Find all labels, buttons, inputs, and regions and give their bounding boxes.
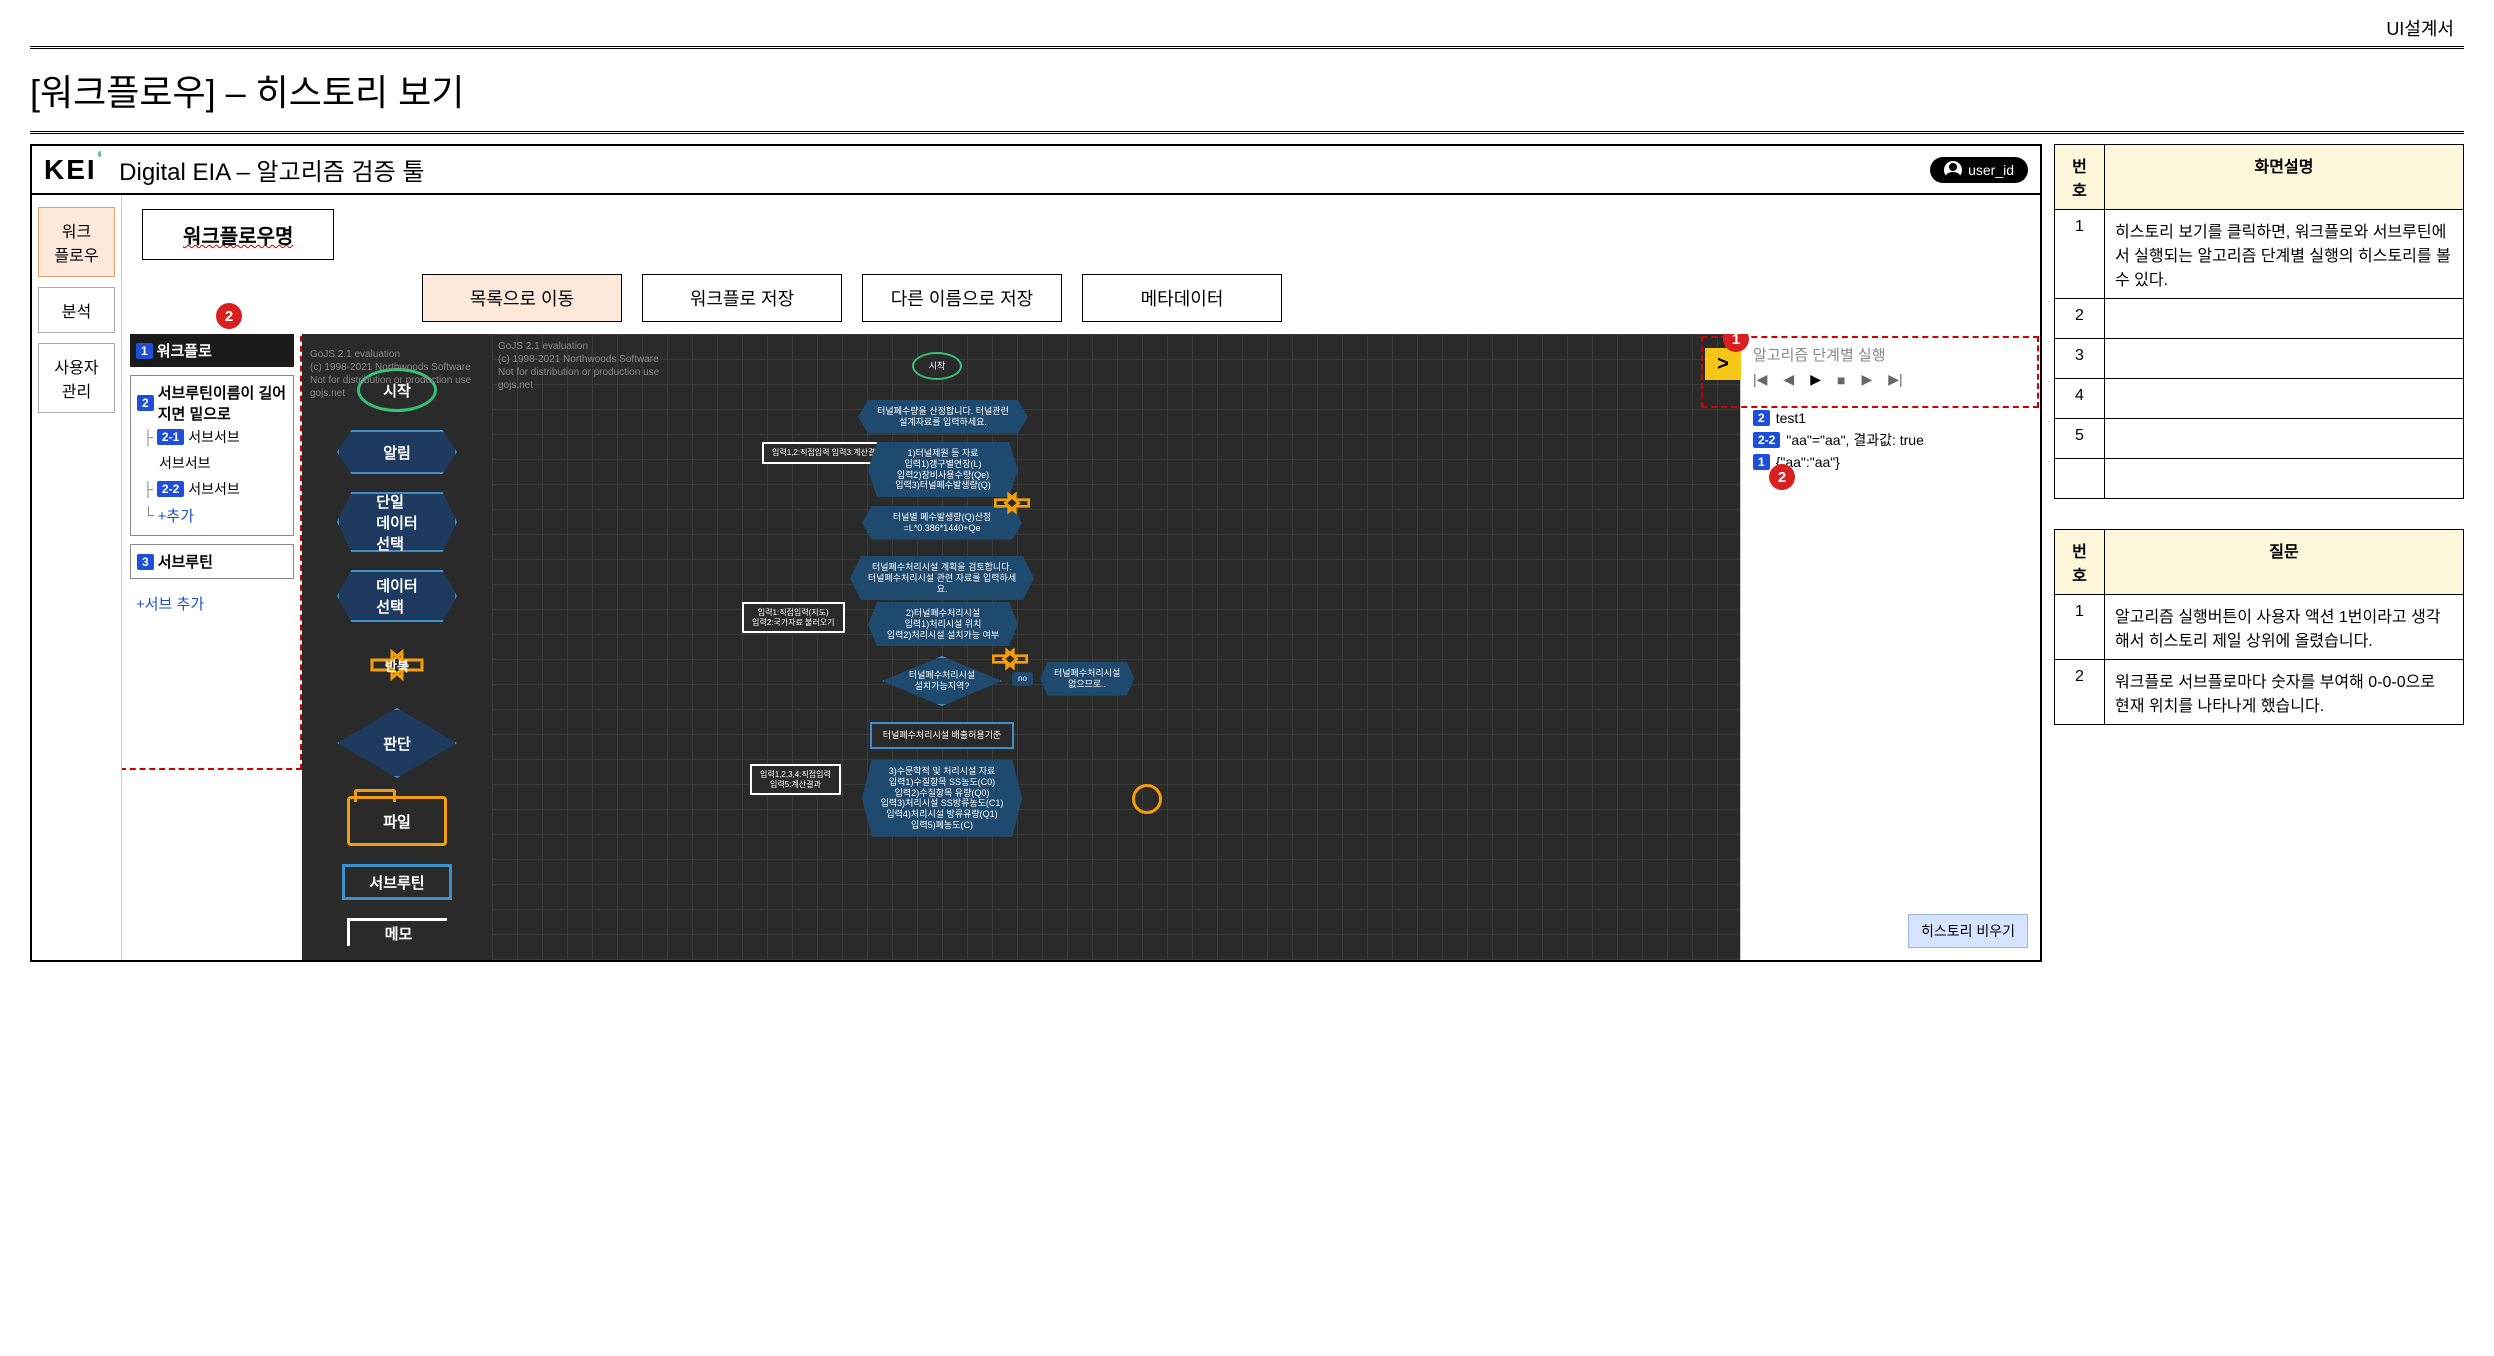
user-chip[interactable]: user_id: [1930, 157, 2028, 183]
desc-header-num: 번호: [2055, 145, 2105, 210]
palette-loop-shape[interactable]: 반복: [367, 640, 427, 690]
history-controls: |◀ ◀ ▶ ■ ▶ ▶|: [1753, 371, 2028, 388]
tree-child-2-1[interactable]: ├2-1서브서브: [143, 424, 287, 450]
tree-child-2-2[interactable]: ├2-2서브서브: [143, 476, 287, 502]
canvas-watermark: GoJS 2.1 evaluation (c) 1998-2021 Northw…: [498, 340, 659, 392]
sidenav: 워크 플로우 분석 사용자 관리: [32, 195, 122, 960]
palette-data-shape[interactable]: 데이터 선택: [337, 570, 457, 622]
flow-swap-icon-2[interactable]: [990, 642, 1030, 676]
palette-decision-shape[interactable]: 판단: [337, 708, 457, 778]
callout-2b: 2: [1769, 464, 1795, 490]
metadata-button[interactable]: 메타데이터: [1082, 274, 1282, 322]
desc-header-desc: 화면설명: [2105, 145, 2464, 210]
goto-list-button[interactable]: 목록으로 이동: [422, 274, 622, 322]
screen-description-table: 번호화면설명 1히스토리 보기를 클릭하면, 워크플로와 서브루틴에서 실행되는…: [2054, 144, 2464, 499]
flow-node-6b[interactable]: 터널폐수처리시설 없으므로..: [1040, 662, 1134, 696]
flow-node-8[interactable]: 3)수문학적 및 처리시설 자료 입력1)수질항목 SS농도(C0) 입력2)수…: [862, 760, 1022, 837]
callout-2a: 2: [216, 303, 242, 329]
history-first-button[interactable]: |◀: [1753, 371, 1767, 388]
palette-subroutine-shape[interactable]: 서브루틴: [342, 864, 452, 900]
flow-decision-node[interactable]: 터널폐수처리시설 설치가능지역?: [882, 656, 1002, 706]
history-line-0[interactable]: 2test1: [1753, 410, 2028, 426]
tree-subroutine-long[interactable]: 2서브루틴이름이 길어지면 밑으로 ├2-1서브서브 서브서브 ├2-2서브서브…: [130, 375, 294, 536]
tree-add-child[interactable]: └+추가: [143, 502, 287, 529]
app-title: Digital EIA – 알고리즘 검증 툴: [119, 152, 424, 187]
flow-start-node[interactable]: 시작: [912, 352, 962, 380]
flow-note-2[interactable]: 입력1:직접입력(지도) 입력2:국가자료 불러오기: [742, 602, 845, 633]
question-table: 번호질문 1알고리즘 실행버튼이 사용자 액션 1번이라고 생각해서 히스토리 …: [2054, 529, 2464, 725]
app-topbar: KEI◐ Digital EIA – 알고리즘 검증 툴 user_id: [32, 146, 2040, 195]
tree-workflow[interactable]: 1워크플로: [130, 334, 294, 367]
flow-node-1[interactable]: 터널폐수량을 산정합니다. 터널관련 설계자료를 입력하세요.: [858, 400, 1028, 434]
history-play-button[interactable]: ▶: [1810, 371, 1821, 388]
save-workflow-button[interactable]: 워크플로 저장: [642, 274, 842, 322]
palette-file-shape[interactable]: 파일: [347, 796, 447, 846]
history-title: 알고리즘 단계별 실행: [1753, 344, 2028, 365]
sidenav-workflow[interactable]: 워크 플로우: [38, 207, 115, 277]
flow-note-3[interactable]: 입력1,2,3,4:직접입력 입력5:계산결과: [750, 764, 841, 795]
history-line-1[interactable]: 2-2"aa"="aa", 결과값: true: [1753, 430, 2028, 450]
palette-alert-shape[interactable]: 알림: [337, 430, 457, 474]
flow-canvas[interactable]: GoJS 2.1 evaluation (c) 1998-2021 Northw…: [492, 334, 1740, 960]
flow-node-5[interactable]: 2)터널폐수처리시설 입력1)처리시설 위치 입력2)처리시설 설치가능 여부: [868, 602, 1018, 646]
tree-panel: 1워크플로 2서브루틴이름이 길어지면 밑으로 ├2-1서브서브 서브서브 ├2…: [122, 334, 302, 960]
q-header-q: 질문: [2105, 530, 2464, 595]
history-next-button[interactable]: ▶: [1861, 371, 1872, 388]
palette-memo-shape[interactable]: 메모: [347, 918, 447, 946]
history-panel: 1 > 알고리즘 단계별 실행 |◀ ◀ ▶ ■ ▶: [1740, 334, 2040, 960]
shape-palette: GoJS 2.1 evaluation (c) 1998-2021 Northw…: [302, 334, 492, 960]
workflow-name-field[interactable]: 워크플로우명: [142, 209, 334, 260]
history-line-2[interactable]: 1{"aa":"aa"}: [1753, 454, 2028, 470]
history-stop-button[interactable]: ■: [1837, 372, 1845, 388]
palette-single-data-shape[interactable]: 단일 데이터 선택: [337, 492, 457, 552]
q-header-num: 번호: [2055, 530, 2105, 595]
flow-circle-icon[interactable]: [1132, 784, 1162, 814]
add-sub-button[interactable]: +서브 추가: [130, 587, 294, 620]
history-toggle-button[interactable]: >: [1705, 348, 1741, 380]
sidenav-user-mgmt[interactable]: 사용자 관리: [38, 343, 115, 413]
flow-node-7[interactable]: 터널폐수처리시설 배출허용기준: [870, 722, 1014, 749]
app-logo: KEI◐: [44, 154, 107, 186]
page-title: [워크플로우] – 히스토리 보기: [30, 49, 2464, 134]
palette-watermark: GoJS 2.1 evaluation (c) 1998-2021 Northw…: [310, 348, 471, 400]
flow-swap-icon-1[interactable]: [992, 486, 1032, 520]
app-frame: KEI◐ Digital EIA – 알고리즘 검증 툴 user_id 워크 …: [30, 144, 2042, 962]
history-last-button[interactable]: ▶|: [1888, 371, 1902, 388]
tree-child-plain[interactable]: 서브서브: [143, 450, 287, 476]
save-as-button[interactable]: 다른 이름으로 저장: [862, 274, 1062, 322]
tree-subroutine[interactable]: 3서브루틴: [130, 544, 294, 579]
workflow-toolbar: 목록으로 이동 워크플로 저장 다른 이름으로 저장 메타데이터: [122, 274, 2040, 334]
history-prev-button[interactable]: ◀: [1783, 371, 1794, 388]
flow-node-4[interactable]: 터널폐수처리시설 계획을 검토합니다. 터널폐수처리시설 관련 자료를 입력하세…: [850, 556, 1034, 600]
clear-history-button[interactable]: 히스토리 비우기: [1908, 914, 2028, 948]
user-avatar-icon: [1944, 161, 1962, 179]
sidenav-analysis[interactable]: 분석: [38, 287, 115, 333]
user-id-label: user_id: [1968, 162, 2014, 178]
doc-header: UI설계서: [30, 10, 2464, 49]
